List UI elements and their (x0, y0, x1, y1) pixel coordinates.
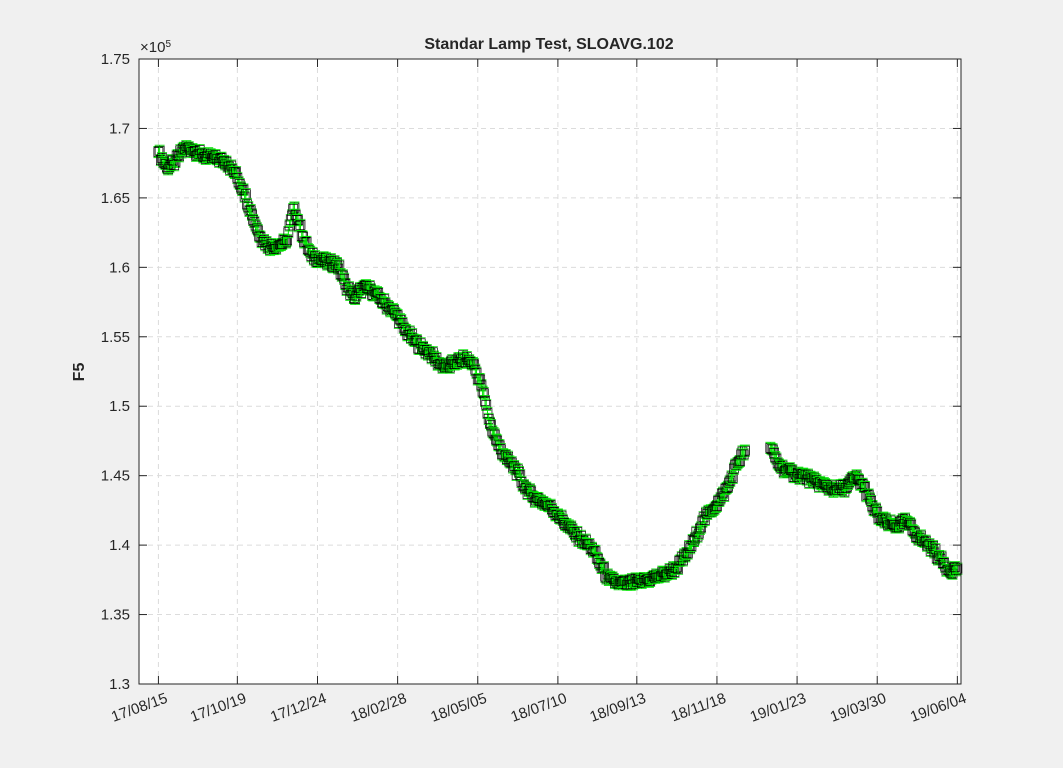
data-point (480, 396, 490, 406)
data-point (475, 374, 486, 385)
data-point (737, 446, 748, 457)
data-point (839, 486, 850, 497)
data-point (251, 223, 262, 234)
data-point (407, 329, 418, 340)
data-point (239, 191, 250, 202)
data-point (483, 413, 494, 424)
y-tick-label: 1.7 (109, 120, 130, 137)
data-point (738, 449, 749, 460)
data-point (735, 456, 745, 466)
data-point (500, 450, 511, 460)
data-point (590, 546, 601, 557)
data-point (673, 563, 683, 574)
data-point (489, 429, 500, 440)
data-point (787, 465, 798, 476)
data-point (465, 357, 476, 367)
data-point (481, 400, 492, 410)
data-point (154, 145, 165, 156)
y-axis-exponent: ×105 (140, 39, 171, 57)
data-point (295, 219, 306, 230)
data-point (458, 350, 469, 361)
data-point (474, 374, 484, 384)
y-axis-exponent-power: 5 (165, 39, 171, 50)
data-point (863, 489, 874, 500)
y-tick-label: 1.6 (109, 259, 130, 276)
axes: 1.31.351.41.451.51.551.61.651.71.75 17/0… (101, 51, 969, 726)
data-point (259, 235, 269, 246)
data-point (174, 151, 184, 162)
data-point (487, 426, 498, 437)
data-point (194, 145, 205, 155)
data-point (356, 288, 367, 298)
data-point (589, 545, 600, 556)
data-point (446, 356, 456, 367)
y-tick-label: 1.65 (101, 190, 130, 207)
data-point (226, 160, 237, 171)
data-point (719, 490, 730, 501)
data-point (681, 548, 692, 558)
data-point (686, 541, 697, 551)
data-point (253, 225, 263, 236)
data-point (811, 475, 822, 486)
data-point (709, 503, 720, 514)
data-point (674, 556, 685, 566)
y-tick-label: 1.75 (101, 51, 130, 68)
data-point (669, 567, 680, 577)
axes-background (139, 59, 961, 684)
data-point (476, 380, 487, 391)
chart-title: Standar Lamp Test, SLOAVG.102 (424, 36, 673, 53)
data-point (492, 435, 503, 446)
y-axis-exponent-base: ×10 (140, 39, 165, 56)
y-axis-label: F5 (71, 363, 88, 382)
data-point (412, 335, 422, 346)
data-point (693, 528, 704, 539)
data-point (250, 220, 261, 231)
data-point (865, 493, 875, 504)
data-point (199, 151, 210, 162)
data-point (713, 495, 724, 506)
y-tick-label: 1.45 (101, 468, 130, 485)
data-point (404, 326, 415, 337)
data-point (857, 478, 868, 489)
data-point (318, 252, 329, 263)
data-point (243, 202, 254, 213)
data-point (471, 367, 482, 378)
y-tick-label: 1.55 (101, 329, 130, 346)
data-point (506, 457, 517, 468)
data-point (905, 518, 915, 528)
data-point (249, 216, 260, 227)
data-point (300, 237, 311, 248)
data-point (934, 551, 944, 561)
plot-area (153, 140, 963, 591)
axes-box (138, 58, 962, 685)
data-point (477, 386, 488, 397)
data-point (304, 245, 314, 255)
y-tick-label: 1.5 (109, 398, 130, 415)
y-tick-label: 1.3 (109, 676, 130, 693)
data-point (282, 235, 292, 246)
data-point (658, 567, 669, 578)
data-point (924, 539, 935, 550)
data-point (478, 388, 489, 399)
data-point (939, 557, 949, 568)
data-point (227, 164, 238, 175)
data-point (928, 541, 938, 551)
data-point (338, 270, 348, 281)
data-point (525, 484, 535, 495)
data-point (950, 562, 960, 573)
data-point (726, 471, 737, 482)
data-point (523, 486, 534, 496)
y-axis: 1.3 1.35 1.4 1.45 1.5 1.55 1.6 1.65 1.7 1.75 (101, 51, 961, 693)
data-point (896, 516, 907, 526)
y-tick-label: 1.4 (109, 537, 130, 554)
data-point (398, 322, 409, 333)
data-point (392, 310, 403, 321)
y-tick-label: 1.35 (101, 607, 130, 624)
data-point (283, 227, 294, 238)
data-point (584, 539, 595, 550)
